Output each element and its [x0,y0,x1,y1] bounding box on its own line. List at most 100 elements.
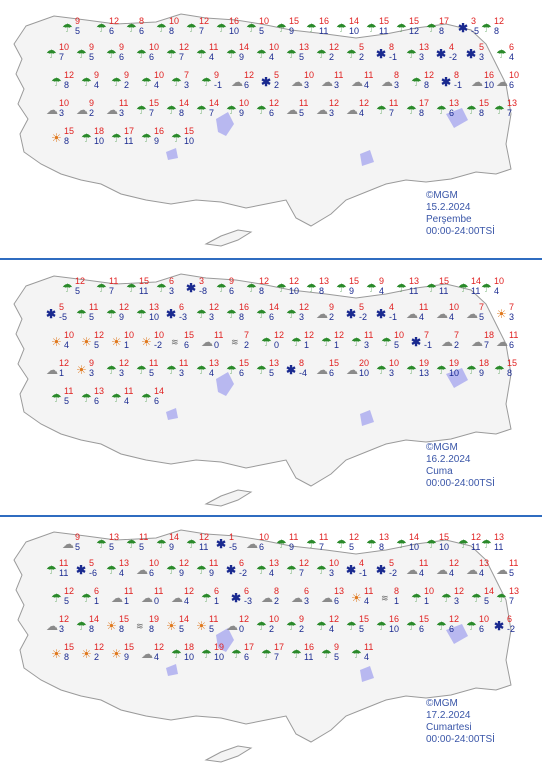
min-temp: 8 [259,286,265,296]
snow-icon: ✱ [346,307,357,321]
max-temp: 9 [214,70,220,80]
rain-icon: ☂ [156,21,167,35]
station-marker: ☂ 18 10 [81,126,107,150]
min-temp: 1 [124,596,130,606]
station-marker: ☂ 15 8 [466,98,492,122]
max-temp: 9 [89,42,95,52]
station-marker: ☂ 11 4 [111,386,137,410]
station-marker: ☁ 11 5 [286,98,312,122]
min-temp: 1 [304,340,310,350]
min-temp: 4 [154,80,160,90]
max-temp: 12 [304,330,315,340]
station-marker: ☂ 12 7 [286,558,312,582]
station-marker: ☁ 15 6 [316,358,342,382]
station-marker: ☂ 17 11 [111,126,137,150]
lake-shape [216,372,234,396]
rain-icon: ☂ [481,281,492,295]
min-temp: 6 [239,368,245,378]
max-temp: 17 [124,126,135,136]
min-temp: 5 [179,624,185,634]
min-temp: 3 [179,368,185,378]
min-temp: 11 [304,652,314,662]
min-temp: 5 [139,542,145,552]
rain-icon: ☂ [276,281,287,295]
turkey-map-2 [13,273,512,507]
max-temp: 9 [379,276,385,286]
min-temp: -2 [239,568,248,578]
min-temp: 10 [389,624,400,634]
min-temp: 10 [449,368,460,378]
max-temp: 13 [269,558,280,568]
max-temp: 5 [59,302,65,312]
max-temp: 13 [507,98,518,108]
station-marker: ☂ 10 7 [46,42,72,66]
rain-icon: ☂ [231,647,242,661]
rain-icon: ☂ [111,391,122,405]
station-marker: ☂ 14 8 [76,614,102,638]
rain-icon: ☂ [51,391,62,405]
max-temp: 12 [449,558,460,568]
min-temp: 0 [239,624,245,634]
station-marker: ☂ 11 3 [351,330,377,354]
max-temp: 13 [319,276,330,286]
min-temp: 5 [149,368,155,378]
min-temp: 5 [479,312,485,322]
min-temp: 6 [269,312,275,322]
min-temp: 5 [64,596,70,606]
station-marker: ☂ 9 2 [111,70,137,94]
forecast-day: Cumartesi [426,722,472,733]
station-marker: ☂ 11 5 [51,386,77,410]
max-temp: 12 [64,70,75,80]
station-marker: ☂ 14 10 [336,16,362,40]
panel-separator [0,515,542,517]
sun-icon: ☀ [51,131,62,145]
station-marker: ☂ 9 4 [366,276,392,300]
station-marker: ☂ 10 4 [141,70,167,94]
max-temp: 8 [454,70,460,80]
max-temp: 12 [329,98,340,108]
max-temp: 13 [269,358,280,368]
min-temp: 11 [494,542,504,552]
station-marker: ☂ 12 8 [411,70,437,94]
station-marker: ☂ 15 6 [226,358,252,382]
fog-icon: ≋ [136,621,144,631]
max-temp: 11 [299,98,309,108]
rain-icon: ☂ [346,619,357,633]
min-temp: 2 [124,80,130,90]
station-marker: ☂ 11 7 [376,98,402,122]
max-temp: 8 [394,586,400,596]
rain-icon: ☂ [216,281,227,295]
rain-icon: ☂ [246,281,257,295]
min-temp: 10 [484,80,495,90]
min-temp: 0 [274,340,280,350]
station-marker: ☂ 14 11 [458,276,484,300]
min-temp: -4 [299,368,308,378]
max-temp: 11 [509,330,519,340]
station-marker: ☂ 15 12 [396,16,422,40]
station-marker: ☂ 13 5 [256,358,282,382]
max-temp: 13 [409,276,420,286]
cloud-icon: ☁ [471,335,483,349]
station-marker: ☂ 12 8 [246,276,272,300]
station-marker: ☂ 6 1 [201,586,227,610]
cloud-icon: ☁ [141,647,153,661]
min-temp: 6 [509,340,515,350]
map-credit-block: ©MGM 15.2.2024 Perşembe 00:00-24:00TSİ [426,190,495,238]
station-marker: ✱ 5 -2 [346,302,372,326]
max-temp: 15 [64,642,75,652]
max-temp: 6 [244,586,250,596]
min-temp: 5 [394,340,400,350]
rain-icon: ☂ [256,103,267,117]
max-temp: 6 [507,614,513,624]
cloud-icon: ☁ [406,563,418,577]
min-temp: 5 [109,542,115,552]
max-temp: 11 [209,558,219,568]
max-temp: 9 [75,16,81,26]
max-temp: 9 [334,642,340,652]
max-temp: 15 [119,614,130,624]
min-temp: 5 [299,52,305,62]
rain-icon: ☂ [111,131,122,145]
min-temp: 3 [454,596,460,606]
min-temp: 8 [419,108,425,118]
rain-icon: ☂ [256,47,267,61]
